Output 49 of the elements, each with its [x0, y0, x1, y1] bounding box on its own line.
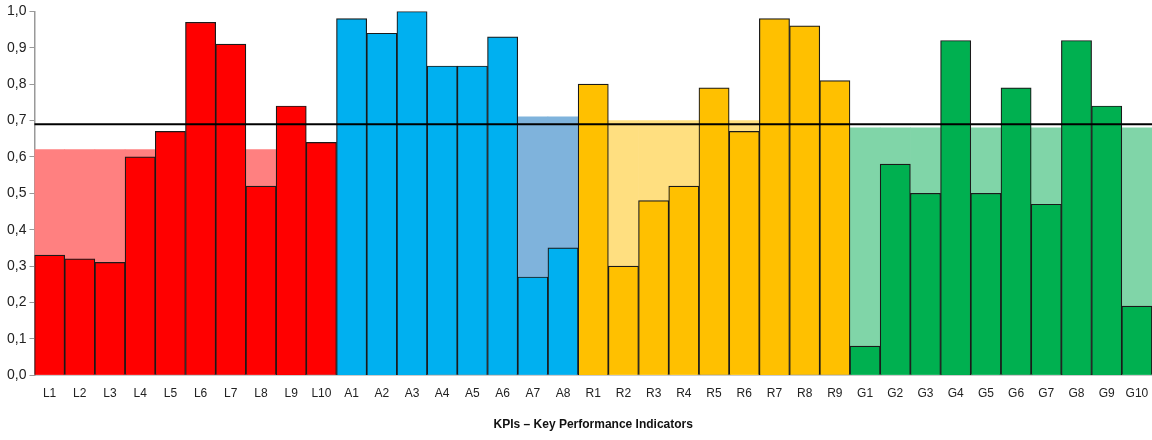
- x-tick-label: A5: [465, 385, 481, 400]
- y-tick-label: 0,0: [6, 366, 27, 383]
- x-tick-label: L5: [163, 385, 178, 400]
- y-tick-label: 0,2: [6, 293, 27, 310]
- y-tick-label: 0,3: [6, 256, 27, 273]
- x-tick-label: G5: [977, 385, 995, 400]
- x-tick-label: R6: [736, 385, 753, 400]
- x-tick-label: R7: [766, 385, 783, 400]
- x-tick-label: R8: [796, 385, 813, 400]
- x-tick-label: R3: [645, 385, 662, 400]
- y-tick-label: 0,6: [6, 147, 27, 164]
- y-tick-label: 0,1: [6, 329, 27, 346]
- y-tick-label: 0,4: [6, 220, 27, 237]
- y-tick-label: 0,9: [6, 38, 27, 55]
- x-tick-label: A1: [344, 385, 360, 400]
- x-tick-label: A4: [434, 385, 450, 400]
- x-tick-label: G6: [1008, 385, 1025, 400]
- x-tick-label: L7: [224, 385, 238, 400]
- x-tick-label: R4: [676, 385, 692, 400]
- x-tick-label: R2: [615, 385, 632, 400]
- x-tick-label: A2: [374, 385, 390, 400]
- x-tick-label: A3: [404, 385, 420, 400]
- x-tick-label: G4: [947, 385, 964, 400]
- x-tick-label: R1: [585, 385, 602, 400]
- x-tick-label: L9: [284, 385, 299, 400]
- x-tick-label: G1: [857, 385, 874, 400]
- x-tick-label: G8: [1068, 385, 1085, 400]
- x-tick-label: G2: [887, 385, 904, 400]
- x-axis-title: KPIs – Key Performance Indicators: [493, 417, 694, 432]
- x-tick-label: R5: [706, 385, 723, 400]
- x-tick-label: R9: [827, 385, 843, 400]
- x-tick-label: L8: [254, 385, 268, 400]
- x-tick-label: A7: [525, 385, 541, 400]
- x-tick-label: L3: [103, 385, 117, 400]
- y-tick-label: 0,8: [6, 75, 27, 92]
- x-tick-label: L1: [42, 385, 57, 400]
- x-tick-label: A6: [495, 385, 511, 400]
- x-tick-label: L2: [73, 385, 87, 400]
- x-tick-label: G9: [1098, 385, 1116, 400]
- x-tick-label: L6: [193, 385, 208, 400]
- x-tick-label: G3: [917, 385, 934, 400]
- x-tick-label: L4: [133, 385, 148, 400]
- x-tick-label: G10: [1125, 385, 1149, 400]
- y-tick-label: 0,7: [6, 111, 27, 128]
- x-tick-label: L10: [311, 385, 332, 400]
- x-tick-label: A8: [555, 385, 571, 400]
- x-tick-label: G7: [1038, 385, 1055, 400]
- y-tick-label: 0,5: [6, 184, 27, 201]
- y-tick-label: 1,0: [6, 2, 27, 19]
